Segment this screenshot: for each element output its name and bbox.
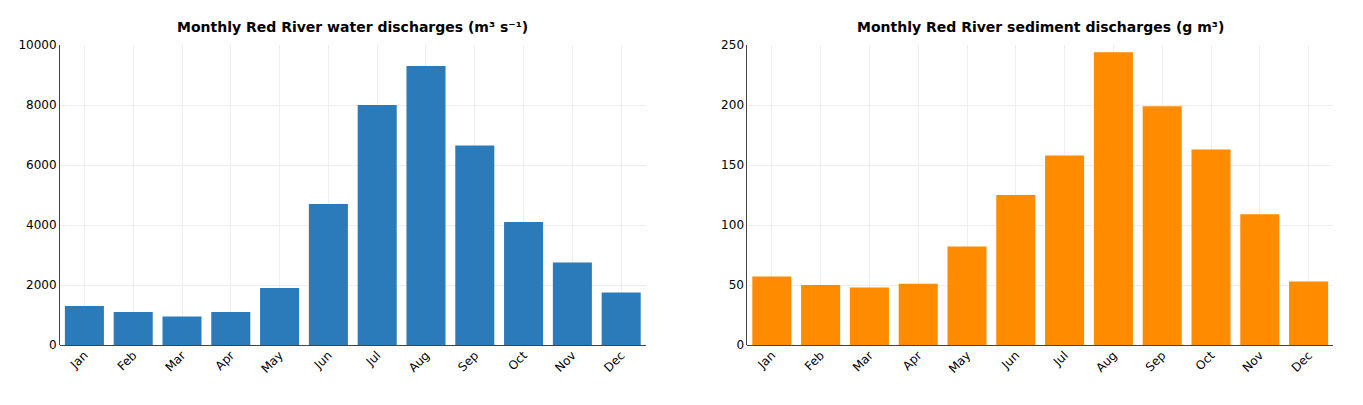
svg-text:Nov: Nov	[552, 348, 578, 374]
svg-text:250: 250	[721, 38, 744, 52]
svg-text:200: 200	[721, 98, 744, 112]
svg-text:0: 0	[49, 338, 57, 352]
svg-text:10000: 10000	[18, 38, 56, 52]
svg-text:Nov: Nov	[1240, 348, 1266, 374]
svg-text:Jan: Jan	[67, 348, 91, 372]
svg-text:Aug: Aug	[1093, 348, 1119, 374]
svg-text:50: 50	[729, 278, 744, 292]
svg-text:Aug: Aug	[406, 348, 432, 374]
svg-text:May: May	[259, 348, 286, 375]
svg-text:May: May	[946, 348, 973, 375]
svg-text:Feb: Feb	[802, 348, 827, 373]
svg-text:Oct: Oct	[505, 348, 530, 373]
svg-text:Apr: Apr	[213, 348, 238, 373]
svg-text:Dec: Dec	[1289, 348, 1315, 374]
svg-text:Monthly Red River water discha: Monthly Red River water discharges (m³ s…	[177, 19, 528, 35]
svg-text:Jan: Jan	[754, 348, 778, 372]
svg-text:2000: 2000	[26, 278, 57, 292]
svg-text:100: 100	[721, 218, 744, 232]
svg-text:Feb: Feb	[115, 348, 140, 373]
svg-text:Dec: Dec	[601, 348, 627, 374]
svg-text:8000: 8000	[26, 98, 57, 112]
svg-text:Monthly Red River sediment dis: Monthly Red River sediment discharges (g…	[857, 19, 1224, 35]
svg-text:Sep: Sep	[455, 348, 481, 374]
svg-text:Jun: Jun	[998, 348, 1022, 372]
svg-text:4000: 4000	[26, 218, 57, 232]
svg-text:Jul: Jul	[363, 348, 384, 369]
svg-text:Jun: Jun	[311, 348, 335, 372]
svg-text:Mar: Mar	[162, 348, 188, 374]
svg-text:0: 0	[736, 338, 744, 352]
svg-text:Jul: Jul	[1050, 348, 1071, 369]
svg-text:Mar: Mar	[850, 348, 876, 374]
svg-text:Oct: Oct	[1193, 348, 1218, 373]
svg-text:Sep: Sep	[1143, 348, 1169, 374]
svg-text:6000: 6000	[26, 158, 57, 172]
svg-text:Apr: Apr	[900, 348, 925, 373]
svg-text:150: 150	[721, 158, 744, 172]
